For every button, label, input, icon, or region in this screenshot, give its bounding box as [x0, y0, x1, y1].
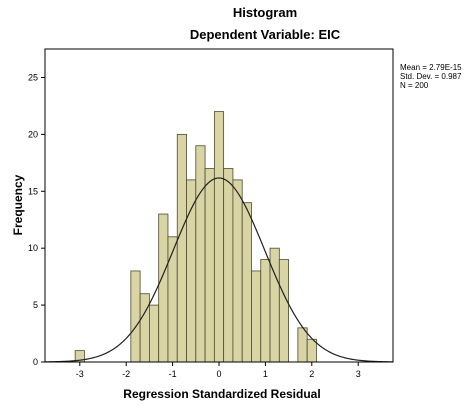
histogram-bar: [176, 133, 187, 363]
histogram-bar: [278, 259, 290, 363]
x-tick-label: -1: [169, 369, 177, 379]
histogram-bar: [260, 259, 271, 363]
histogram-bar: [204, 168, 215, 363]
histogram-bar: [297, 327, 308, 363]
y-axis-label: Frequency: [11, 174, 25, 235]
histogram-bar: [130, 270, 141, 363]
stat-mean: Mean = 2.79E-15: [400, 63, 462, 72]
chart-title: Histogram: [233, 5, 297, 20]
y-tick-label: 10: [28, 243, 38, 253]
x-tick-label: 3: [356, 369, 361, 379]
y-tick-label: 0: [33, 357, 38, 367]
bars-layer: [74, 111, 317, 363]
normal-curve: [44, 177, 394, 363]
histogram-bar: [213, 111, 225, 363]
x-tick-label: -3: [76, 369, 84, 379]
histogram-bar: [148, 304, 160, 363]
chart-subtitle: Dependent Variable: EIC: [190, 27, 341, 42]
y-tick-label: 25: [28, 72, 38, 82]
histogram-bar: [195, 145, 206, 363]
stat-n: N = 200: [400, 81, 429, 90]
y-tick-label: 15: [28, 186, 38, 196]
histogram-bar: [158, 213, 169, 363]
y-axis-ticks: 0 5 10 15 20 25: [28, 72, 45, 367]
x-tick-label: -2: [122, 369, 130, 379]
histogram-bar: [251, 270, 262, 363]
x-tick-label: 0: [216, 369, 221, 379]
histogram-bar: [139, 293, 150, 363]
histogram-bar: [241, 202, 252, 363]
x-axis-label: Regression Standardized Residual: [123, 387, 320, 401]
histogram-bar: [186, 179, 197, 363]
y-tick-label: 5: [33, 300, 38, 310]
x-axis-ticks: -3 -2 -1 0 1 2 3: [76, 362, 361, 379]
x-tick-label: 1: [263, 369, 268, 379]
x-tick-label: 2: [309, 369, 314, 379]
histogram-bar: [232, 179, 243, 363]
stat-std-dev: Std. Dev. = 0.987: [400, 72, 462, 81]
y-tick-label: 20: [28, 129, 38, 139]
histogram-bar: [167, 236, 178, 363]
histogram-bar: [223, 168, 234, 363]
histogram-bar: [306, 338, 317, 363]
